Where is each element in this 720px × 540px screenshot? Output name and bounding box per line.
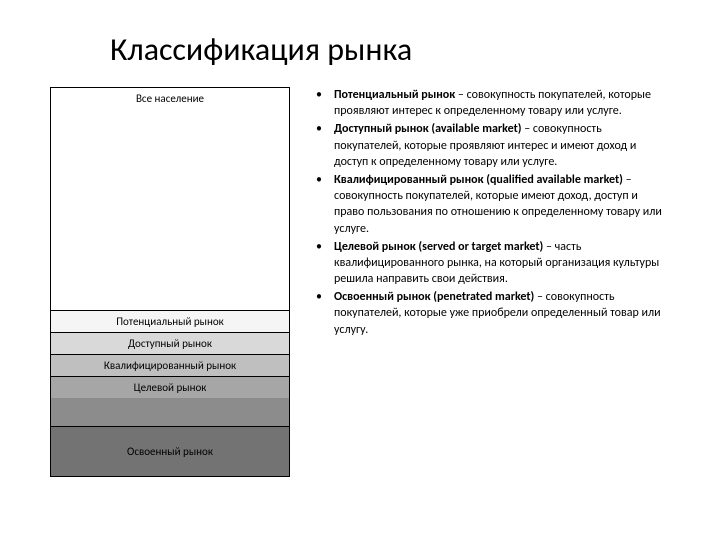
definitions-list: Потенциальный рынок – совокупность покуп… [310,87,670,477]
diagram-row-gap [51,110,289,310]
definition-term: Освоенный рынок (penetrated market) [334,290,534,304]
definition-term: Целевой рынок (served or target market) [334,240,543,254]
diagram-row-all-population: Все население [51,88,289,110]
content-area: Все население Потенциальный рынок Доступ… [50,87,670,477]
definition-term: Потенциальный рынок [334,88,455,102]
definition-term: Доступный рынок (available market) [334,122,521,136]
diagram-row-penetrated: Освоенный рынок [51,426,289,476]
diagram-row-gap2 [51,398,289,426]
definition-item: Потенциальный рынок – совокупность покуп… [310,87,670,119]
definition-item: Целевой рынок (served or target market) … [310,239,670,288]
definition-item: Доступный рынок (available market) – сов… [310,121,670,170]
definition-term: Квалифицированный рынок (qualified avail… [334,173,623,187]
diagram-row-potential: Потенциальный рынок [51,310,289,332]
diagram-row-qualified: Квалифицированный рынок [51,354,289,376]
diagram-row-target: Целевой рынок [51,376,289,398]
definition-item: Освоенный рынок (penetrated market) – со… [310,289,670,338]
slide: Классификация рынка Все население Потенц… [0,0,720,540]
definition-item: Квалифицированный рынок (qualified avail… [310,172,670,237]
slide-title: Классификация рынка [110,30,670,69]
diagram-row-available: Доступный рынок [51,332,289,354]
market-diagram: Все население Потенциальный рынок Доступ… [50,87,290,477]
